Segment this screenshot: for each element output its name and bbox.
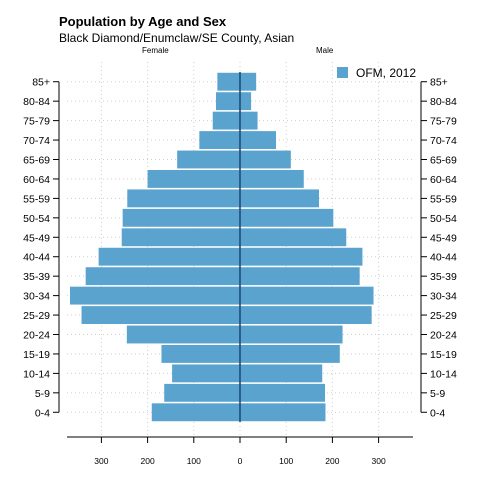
- male-bar-60-64: [240, 170, 304, 188]
- female-bar-0-4: [152, 403, 240, 421]
- right-age-label: 30-34: [430, 291, 457, 303]
- right-age-label: 80-84: [430, 96, 457, 108]
- female-bar-60-64: [148, 170, 240, 188]
- right-age-label: 55-59: [430, 193, 457, 205]
- x-tick-label: 0: [238, 456, 243, 466]
- female-bar-10-14: [172, 364, 240, 382]
- left-age-label: 0-4: [35, 407, 50, 419]
- female-bar-80-84: [216, 92, 240, 110]
- male-bar-25-29: [240, 306, 372, 324]
- female-bar-70-74: [199, 131, 240, 149]
- left-age-label: 70-74: [23, 135, 50, 147]
- right-age-label: 35-39: [430, 271, 457, 283]
- left-age-label: 25-29: [23, 310, 50, 322]
- left-age-label: 55-59: [23, 193, 50, 205]
- female-bar-85+: [217, 73, 240, 91]
- left-age-label: 65-69: [23, 155, 50, 167]
- male-bar-5-9: [240, 384, 325, 402]
- right-age-label: 10-14: [430, 368, 457, 380]
- left-age-label: 60-64: [23, 174, 50, 186]
- female-bar-40-44: [99, 248, 240, 266]
- female-bar-75-79: [213, 112, 240, 130]
- left-age-label: 20-24: [23, 330, 50, 342]
- male-bar-70-74: [240, 131, 276, 149]
- male-bar-10-14: [240, 364, 322, 382]
- x-tick-label: 100: [279, 456, 293, 466]
- male-bar-35-39: [240, 267, 360, 285]
- right-age-label: 85+: [430, 77, 448, 89]
- right-age-label: 5-9: [430, 388, 445, 400]
- female-bar-15-19: [161, 345, 240, 363]
- male-bar-55-59: [240, 189, 319, 207]
- male-bar-0-4: [240, 403, 325, 421]
- male-bar-20-24: [240, 326, 343, 344]
- right-age-label: 75-79: [430, 116, 457, 128]
- female-bar-35-39: [86, 267, 240, 285]
- male-bar-50-54: [240, 209, 333, 227]
- left-age-label: 10-14: [23, 368, 50, 380]
- right-age-label: 25-29: [430, 310, 457, 322]
- left-age-label: 50-54: [23, 213, 50, 225]
- right-age-label: 65-69: [430, 155, 457, 167]
- right-age-label: 45-49: [430, 232, 457, 244]
- male-bar-65-69: [240, 151, 291, 169]
- right-age-label: 40-44: [430, 252, 457, 264]
- female-bar-25-29: [82, 306, 240, 324]
- left-age-label: 85+: [32, 77, 50, 89]
- left-age-label: 75-79: [23, 116, 50, 128]
- female-bar-65-69: [177, 151, 240, 169]
- right-age-label: 70-74: [430, 135, 457, 147]
- x-tick-label: 200: [141, 456, 155, 466]
- female-bar-55-59: [127, 189, 240, 207]
- male-bar-75-79: [240, 112, 258, 130]
- x-tick-label: 300: [94, 456, 108, 466]
- x-tick-label: 300: [372, 456, 386, 466]
- left-age-label: 15-19: [23, 349, 50, 361]
- male-bar-30-34: [240, 287, 374, 305]
- left-age-label: 30-34: [23, 291, 50, 303]
- female-bar-30-34: [70, 287, 240, 305]
- left-age-label: 40-44: [23, 252, 50, 264]
- right-age-label: 50-54: [430, 213, 457, 225]
- female-bar-50-54: [123, 209, 240, 227]
- right-age-label: 20-24: [430, 330, 457, 342]
- x-tick-label: 100: [187, 456, 201, 466]
- left-age-label: 35-39: [23, 271, 50, 283]
- male-bar-45-49: [240, 228, 346, 246]
- left-age-label: 80-84: [23, 96, 50, 108]
- right-age-label: 60-64: [430, 174, 457, 186]
- right-age-label: 0-4: [430, 407, 445, 419]
- female-bar-45-49: [122, 228, 240, 246]
- left-age-label: 45-49: [23, 232, 50, 244]
- right-age-label: 15-19: [430, 349, 457, 361]
- male-bar-15-19: [240, 345, 340, 363]
- female-bar-5-9: [164, 384, 240, 402]
- legend-label: OFM, 2012: [356, 66, 416, 80]
- male-bar-85+: [240, 73, 256, 91]
- legend-swatch: [337, 67, 348, 78]
- female-bar-20-24: [127, 326, 240, 344]
- x-tick-label: 200: [325, 456, 339, 466]
- left-age-label: 5-9: [35, 388, 50, 400]
- male-bar-40-44: [240, 248, 362, 266]
- male-bar-80-84: [240, 92, 251, 110]
